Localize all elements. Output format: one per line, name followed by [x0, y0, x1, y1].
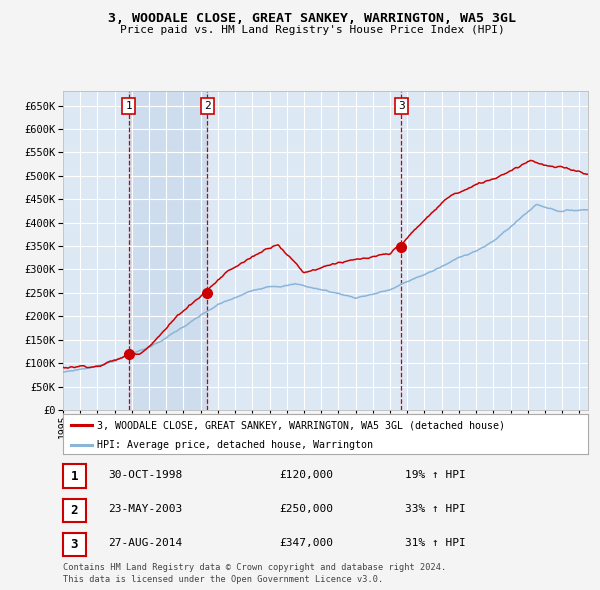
- Text: 33% ↑ HPI: 33% ↑ HPI: [405, 504, 466, 514]
- Text: 23-MAY-2003: 23-MAY-2003: [108, 504, 182, 514]
- Text: £120,000: £120,000: [279, 470, 333, 480]
- Text: Contains HM Land Registry data © Crown copyright and database right 2024.: Contains HM Land Registry data © Crown c…: [63, 563, 446, 572]
- Text: 2: 2: [204, 101, 211, 111]
- Text: 3, WOODALE CLOSE, GREAT SANKEY, WARRINGTON, WA5 3GL: 3, WOODALE CLOSE, GREAT SANKEY, WARRINGT…: [108, 12, 516, 25]
- Text: 3: 3: [71, 538, 78, 551]
- Bar: [129, 91, 208, 410]
- Text: Price paid vs. HM Land Registry's House Price Index (HPI): Price paid vs. HM Land Registry's House …: [119, 25, 505, 35]
- Text: £250,000: £250,000: [279, 504, 333, 514]
- Text: 3, WOODALE CLOSE, GREAT SANKEY, WARRINGTON, WA5 3GL (detached house): 3, WOODALE CLOSE, GREAT SANKEY, WARRINGT…: [97, 420, 505, 430]
- Text: 1: 1: [71, 470, 78, 483]
- Text: HPI: Average price, detached house, Warrington: HPI: Average price, detached house, Warr…: [97, 440, 373, 450]
- Text: 19% ↑ HPI: 19% ↑ HPI: [405, 470, 466, 480]
- Text: 27-AUG-2014: 27-AUG-2014: [108, 539, 182, 548]
- Text: This data is licensed under the Open Government Licence v3.0.: This data is licensed under the Open Gov…: [63, 575, 383, 584]
- Text: 2: 2: [71, 504, 78, 517]
- Text: 1: 1: [125, 101, 133, 111]
- Text: £347,000: £347,000: [279, 539, 333, 548]
- Text: 31% ↑ HPI: 31% ↑ HPI: [405, 539, 466, 548]
- Text: 30-OCT-1998: 30-OCT-1998: [108, 470, 182, 480]
- Text: 3: 3: [398, 101, 404, 111]
